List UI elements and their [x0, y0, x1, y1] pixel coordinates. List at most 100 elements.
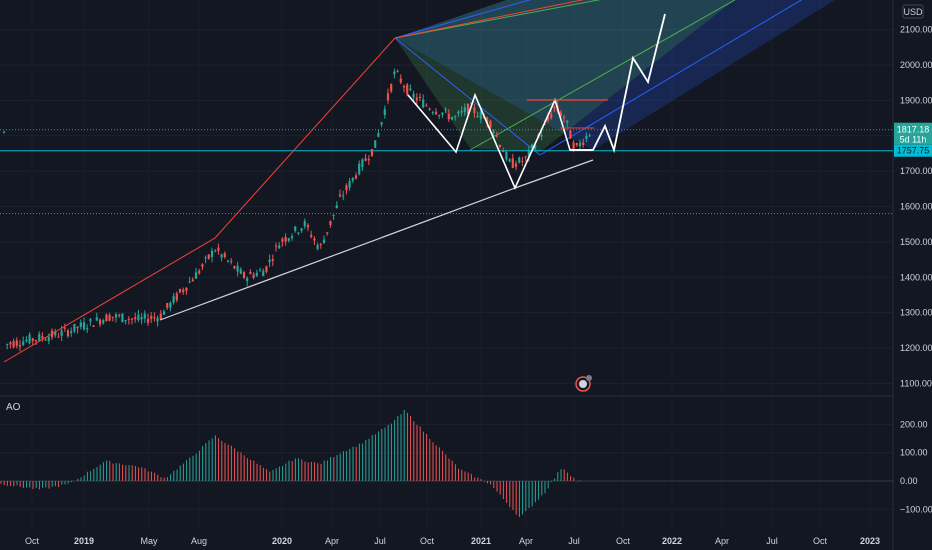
candle-body: [60, 330, 63, 336]
candle-body: [486, 117, 489, 124]
candle-body: [297, 232, 300, 234]
candle-body: [479, 111, 482, 120]
candle-body: [454, 116, 457, 118]
candle-body: [585, 136, 588, 140]
time-tick-label: Jul: [374, 536, 386, 546]
time-axis[interactable]: Oct 2019 May Aug 2020 Apr Jul Oct 2021 Apr Jul Oct 2…: [25, 536, 880, 546]
candle-body: [6, 343, 9, 345]
price-tick-label: 1900.00: [900, 95, 932, 105]
candle-body: [9, 342, 12, 345]
line-price-tag: [894, 144, 932, 157]
candle-body: [41, 336, 44, 339]
candle-body: [194, 272, 198, 279]
price-tick-label: 1400.00: [900, 272, 932, 282]
pitchfork-handle: [394, 37, 541, 156]
candle-body: [185, 287, 188, 291]
alert-icon[interactable]: [575, 375, 592, 392]
candle-body: [226, 260, 230, 262]
candle-body: [89, 319, 92, 322]
candle-body: [86, 327, 89, 330]
current-price-countdown: 5d 11h: [900, 135, 927, 145]
price-tick-label: 1600.00: [900, 202, 932, 212]
candle-body: [242, 272, 246, 278]
candle-body: [258, 270, 262, 272]
candle-body: [575, 143, 578, 146]
pitchfork-mid-lower: [469, 0, 736, 151]
candle-body: [162, 311, 166, 315]
candle-body: [47, 336, 50, 341]
candle-body: [582, 142, 585, 146]
candle-body: [204, 257, 207, 259]
time-tick-label: 2023: [860, 536, 880, 546]
candle-body: [22, 341, 25, 345]
candle-body: [569, 130, 572, 139]
candle-body: [444, 109, 447, 111]
currency-badge[interactable]: USD: [902, 4, 924, 19]
candle-body: [566, 120, 569, 123]
candle-body: [300, 228, 303, 231]
candle-body: [207, 254, 210, 259]
candle-body: [114, 314, 118, 318]
candle-body: [370, 148, 374, 156]
ao-tick-label: 100.00: [900, 448, 928, 458]
candle-body: [252, 274, 255, 278]
ao-tick-label: 200.00: [900, 419, 928, 429]
candle-body: [66, 330, 70, 337]
candle-body: [438, 114, 441, 116]
grid: [0, 0, 894, 550]
candle-body: [326, 232, 329, 234]
candle-body: [262, 270, 265, 277]
candle-body: [105, 314, 108, 322]
candle-body: [338, 194, 342, 197]
candle-body: [274, 245, 278, 247]
candle-body: [140, 317, 143, 320]
ao-tick-label: 0.00: [900, 476, 918, 486]
time-tick-label: Oct: [25, 536, 40, 546]
candle-body: [76, 326, 79, 329]
candle-body: [422, 99, 425, 108]
candle-body: [188, 281, 191, 283]
candle-body: [348, 181, 351, 188]
candle-body: [166, 303, 169, 308]
candle-body: [18, 345, 22, 347]
candle-body: [498, 145, 502, 147]
candle-body: [345, 185, 348, 191]
candle-body: [73, 323, 76, 332]
candle-body: [578, 142, 582, 147]
candle-body: [527, 149, 530, 157]
candle-body: [230, 260, 233, 262]
upper-channel-line: [3, 37, 396, 363]
candle-body: [514, 163, 518, 167]
candle-body: [332, 214, 335, 216]
time-tick-label: Oct: [813, 536, 828, 546]
candle-body: [322, 239, 326, 244]
candle-body: [111, 316, 114, 318]
candle-body: [239, 269, 242, 274]
candle-body: [553, 106, 556, 109]
candle-body: [508, 159, 511, 162]
drawings: [3, 13, 666, 363]
candle-body: [54, 331, 57, 336]
candle-body: [249, 272, 252, 275]
candle-body: [342, 195, 345, 197]
candle-body: [441, 112, 444, 115]
price-tick-label: 1100.00: [900, 378, 932, 388]
pitchfork-outer-fill: [395, 0, 835, 150]
candle-body: [534, 145, 537, 149]
candle-body: [354, 175, 358, 179]
candle-body: [220, 254, 223, 258]
candle-body: [233, 266, 236, 269]
candle-body: [521, 161, 524, 163]
candle-body: [121, 313, 124, 323]
candle-body: [63, 327, 66, 329]
candle-body: [44, 339, 47, 341]
candle-body: [367, 159, 370, 161]
pitchfork-lower: [539, 0, 803, 156]
candle-body: [38, 333, 41, 341]
candle-body: [380, 122, 383, 125]
candle-body: [201, 264, 204, 267]
candlestick-series: [2, 68, 591, 352]
